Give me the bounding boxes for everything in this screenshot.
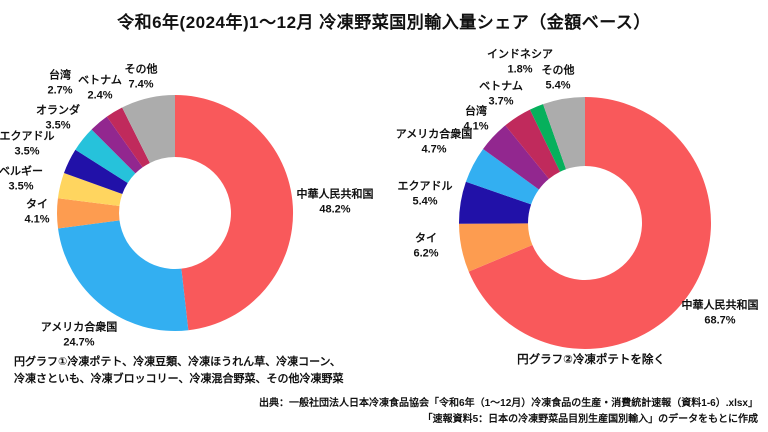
pie1-slice-label-7: ベトナム 2.4% [78,74,122,102]
pie1-slice-8 [122,95,175,163]
pie2-slice-7 [543,97,585,170]
pie1-slice-label-5: オランダ 3.5% [36,103,80,132]
pie2-slice-label-3: アメリカ合衆国 4.7% [396,127,472,156]
pie2-slice-4 [483,125,549,190]
chart1-caption-line2: 冷凍さといも、冷凍ブロッコリー、冷凍混合野菜、その他冷凍野菜 [14,373,344,385]
pie1-slice-6 [91,116,143,174]
source-note-line2: 「速報資料5：日本の冷凍野菜品目別生産国別輸入」のデータをもとに作成 [422,414,758,425]
pie1-slice-label-6: 台湾 2.7% [47,68,72,97]
donut-chart-excluding-frozen-potato: 中華人民共和国 68.7% タイ 6.2% エクアドル 5.4% アメリカ合衆国 4.7%台湾… [396,48,759,349]
pie1-slice-label-2: タイ 4.1% [24,198,49,226]
pie2-slice-0 [468,97,711,349]
source-note: 出典：一般社団法人日本冷凍食品協会「令和6年（1～12月）冷凍食品の生産・消費統… [259,396,758,428]
pie1-slice-label-0: 中華人民共和国 48.2% [297,187,374,216]
pie1-slice-3 [57,173,123,206]
pie2-slice-label-6: インドネシア 1.8% [487,48,553,76]
page-title: 令和6年(2024年)1～12月 冷凍野菜国別輸入量シェア（金額ベース） [117,13,651,32]
pie1-slice-2 [57,198,120,229]
source-note-line1: 出典：一般社団法人日本冷凍食品協会「令和6年（1～12月）冷凍食品の生産・消費統… [259,398,758,409]
pie1-slice-label-3: ベルギー 3.5% [0,164,43,193]
donut-chart-frozen-vegetables-all: 中華人民共和国 48.2% アメリカ合衆国 24.7% タイ 4.1% ベルギー 3.5% エク… [0,62,374,349]
chart2-caption: 円グラフ②冷凍ポテトを除く [517,354,665,366]
pie1-slice-label-1: アメリカ合衆国 24.7% [41,320,117,349]
pie1-slice-4 [63,149,128,195]
pie2-slice-5 [505,109,561,179]
pie2-slice-label-5: ベトナム 3.7% [479,80,523,108]
pie1-slice-5 [75,129,136,183]
pie2-slice-2 [458,181,532,224]
pie1-slice-label-8: その他 7.4% [125,62,158,91]
chart1-caption-line1: 円グラフ①冷凍ポテト、冷凍豆類、冷凍ほうれん草、冷凍コーン、 [14,356,341,368]
pie2-slice-label-4: 台湾 4.1% [463,104,488,133]
pie2-slice-label-1: タイ 6.2% [413,232,438,260]
chart1-caption: 円グラフ①冷凍ポテト、冷凍豆類、冷凍ほうれん草、冷凍コーン、 冷凍さといも、冷凍… [14,354,344,388]
pie1-slice-label-4: エクアドル 3.5% [0,130,55,158]
pie2-slice-3 [465,148,539,205]
pie2-slice-label-2: エクアドル 5.4% [398,180,453,208]
pie2-slice-label-7: その他 5.4% [542,63,575,92]
pie1-slice-1 [58,220,189,332]
pie2-slice-1 [459,223,533,272]
pie1-slice-0 [175,94,294,331]
pie2-slice-6 [529,104,567,172]
pie2-slice-label-0: 中華人民共和国 68.7% [682,298,759,327]
pie1-slice-7 [106,107,150,168]
